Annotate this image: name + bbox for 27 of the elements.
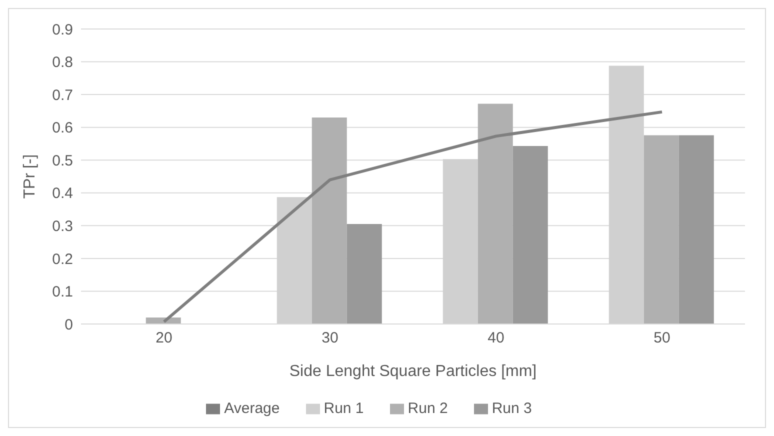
- y-tick-label: 0.4: [52, 185, 73, 202]
- bar: [312, 118, 347, 324]
- line-series: [162, 110, 664, 324]
- x-tick-label: 40: [488, 330, 504, 347]
- y-tick-label: 0.2: [52, 250, 73, 268]
- y-tick-label: 0.7: [52, 86, 73, 104]
- y-tick-label: 0.5: [52, 152, 73, 170]
- legend-label: Run 3: [492, 400, 532, 417]
- bar: [478, 104, 513, 324]
- y-tick-label: 0.1: [52, 284, 73, 301]
- bar: [346, 224, 382, 324]
- y-tick-label: 0.3: [52, 218, 73, 235]
- bar: [644, 135, 679, 324]
- x-tick-label: 50: [654, 330, 670, 347]
- legend-label: Run 2: [408, 400, 448, 417]
- legend-label: Average: [224, 400, 280, 417]
- x-tick-label: 30: [322, 330, 338, 347]
- legend-label: Run 1: [324, 400, 364, 417]
- bar: [678, 135, 714, 324]
- y-tick-label: 0.9: [52, 21, 73, 38]
- x-axis-title: Side Lenght Square Particles [mm]: [289, 363, 537, 380]
- y-tick-label: 0.8: [52, 54, 73, 72]
- y-tick-label: 0.6: [52, 120, 73, 137]
- y-axis-title: TPr [-]: [22, 154, 39, 199]
- bar: [512, 146, 548, 324]
- y-tick-label: 0: [64, 316, 73, 334]
- x-tick-label: 20: [156, 330, 172, 347]
